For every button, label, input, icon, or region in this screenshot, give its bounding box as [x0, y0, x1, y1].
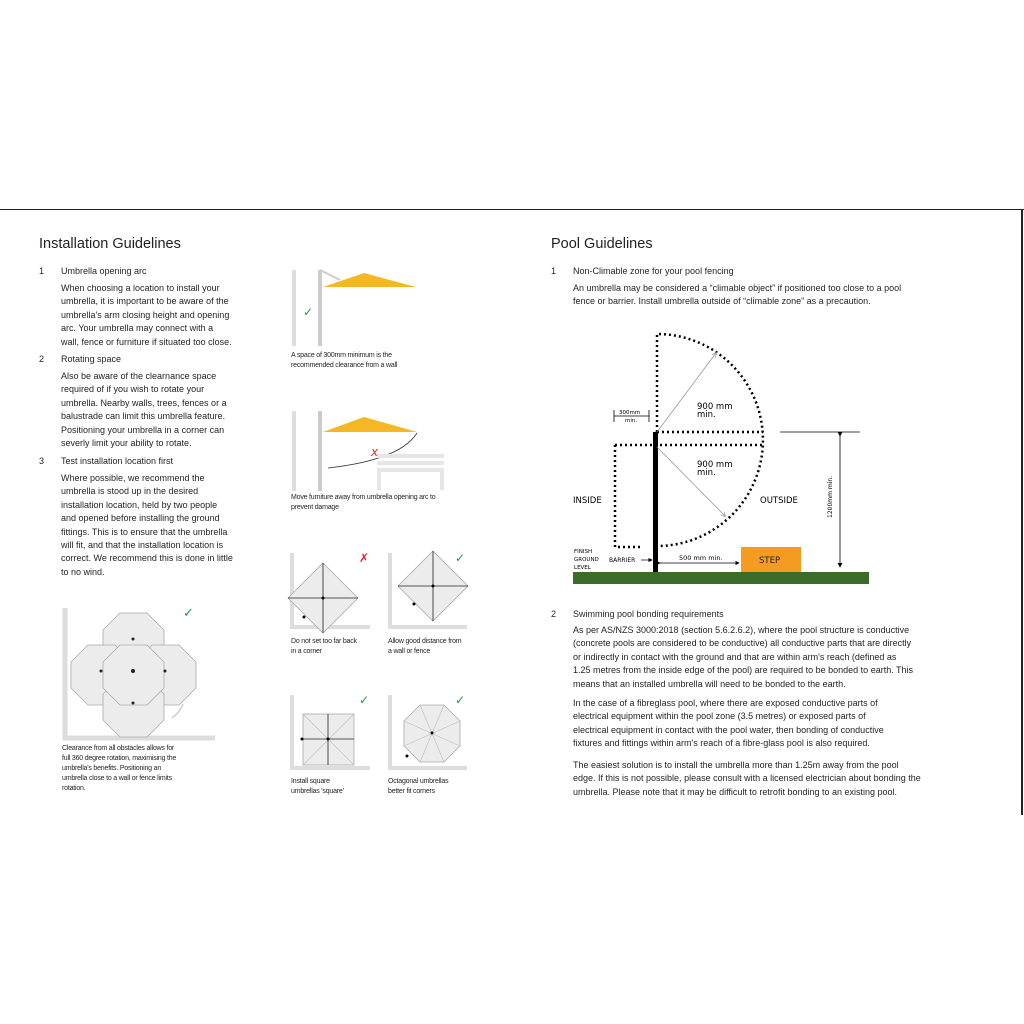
item-heading: Non-Climable zone for your pool fencing [573, 266, 734, 276]
clearance-min-lower: min. [697, 468, 716, 478]
distance-500: 500 mm min. [679, 554, 723, 562]
outside-label: OUTSIDE [760, 496, 798, 506]
rotation-clearance-illustration: ✓ [62, 606, 215, 741]
pool-climable-zone-diagram: 900 mm min. 900 mm min. 300mm min. INSID… [573, 332, 869, 584]
item-number: 2 [551, 609, 557, 619]
item-heading: Umbrella opening arc [61, 266, 147, 276]
height-1200: 1200mm min. [827, 476, 834, 518]
wall-clearance-illustration: ✓ [292, 269, 416, 346]
check-icon: ✓ [359, 693, 369, 707]
finish-ground-level: FINISH [574, 549, 592, 555]
check-icon: ✓ [455, 551, 465, 565]
step-label: STEP [759, 556, 780, 566]
wall-caption: A space of 300mm minimum is the recommen… [291, 352, 398, 369]
furniture-caption: Move furniture away from umbrella openin… [291, 494, 436, 511]
item-heading: Test installation location first [61, 456, 174, 466]
corner-caption: Octagonal umbrellas better fit corners [388, 778, 449, 795]
clearance-min-upper: min. [697, 410, 716, 420]
furniture-clearance-illustration: x [292, 411, 444, 491]
item-number: 2 [39, 354, 45, 364]
item-text: Also be aware of the clearnance space re… [61, 371, 227, 449]
corner-caption: Install square umbrellas 'square' [291, 778, 344, 795]
item-number: 1 [39, 266, 45, 276]
clearance-300: 300mm [619, 410, 640, 416]
finish-ground-level: LEVEL [574, 565, 592, 571]
item-text: The easiest solution is to install the u… [573, 760, 921, 797]
clearance-300-min: min. [625, 418, 637, 424]
check-icon: ✓ [303, 305, 313, 319]
corner-diagram-good-distance: ✓ [388, 550, 469, 629]
finish-ground-level: GROUND [574, 557, 599, 563]
clearance-900-upper: 900 mm [697, 402, 733, 412]
page-right-border [1021, 209, 1023, 815]
item-text: Where possible, we recommend the umbrell… [61, 473, 233, 577]
cross-icon: x [370, 445, 379, 459]
cross-icon: ✗ [359, 551, 369, 565]
inside-label: INSIDE [573, 496, 602, 506]
clearance-900-lower: 900 mm [697, 460, 733, 470]
pool-title: Pool Guidelines [551, 236, 653, 252]
corner-diagram-octagonal: ✓ [388, 693, 467, 770]
item-text: When choosing a location to install your… [61, 283, 232, 347]
rotation-caption: Clearance from all obstacles allows for … [62, 745, 177, 792]
check-icon: ✓ [183, 606, 194, 621]
item-text: In the case of a fibreglass pool, where … [573, 698, 884, 749]
item-number: 3 [39, 456, 45, 466]
corner-caption: Allow good distance from a wall or fence [388, 638, 462, 655]
corner-diagram-too-far: ✗ [287, 551, 370, 634]
corner-diagram-square: ✓ [290, 693, 370, 770]
check-icon: ✓ [455, 693, 465, 707]
installation-title: Installation Guidelines [39, 236, 181, 252]
page-top-border [0, 209, 1024, 210]
item-number: 1 [551, 266, 557, 276]
item-heading: Rotating space [61, 354, 122, 364]
barrier-label: BARRIER [609, 557, 635, 564]
item-heading: Swimming pool bonding requirements [573, 609, 724, 619]
item-text: As per AS/NZS 3000:2018 (section 5.6.2.6… [573, 625, 914, 689]
corner-caption: Do not set too far back in a corner [291, 638, 357, 655]
item-text: An umbrella may be considered a “climabl… [573, 283, 902, 307]
